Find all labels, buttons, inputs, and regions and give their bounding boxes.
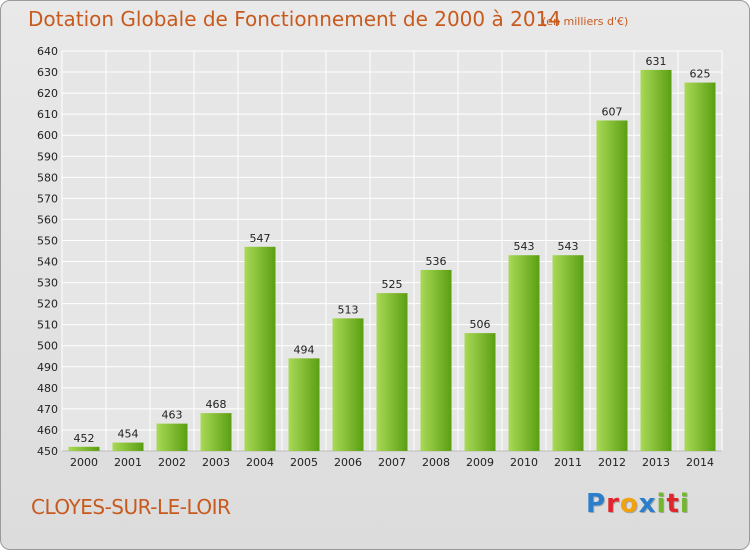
bar <box>112 442 144 451</box>
x-tick-label: 2005 <box>290 456 318 469</box>
y-tick-label: 540 <box>37 256 58 269</box>
y-tick-label: 620 <box>37 87 58 100</box>
logo-letter: t <box>666 489 680 519</box>
y-tick-label: 460 <box>37 424 58 437</box>
data-label: 463 <box>162 409 183 422</box>
x-tick-label: 2000 <box>70 456 98 469</box>
y-tick-label: 640 <box>37 45 58 58</box>
data-label: 543 <box>558 240 579 253</box>
y-tick-label: 570 <box>37 192 58 205</box>
y-tick-label: 520 <box>37 298 58 311</box>
y-tick-label: 600 <box>37 129 58 142</box>
x-tick-label: 2006 <box>334 456 362 469</box>
bars <box>68 69 716 452</box>
x-tick-label: 2004 <box>246 456 274 469</box>
x-tick-label: 2003 <box>202 456 230 469</box>
bar <box>244 246 276 451</box>
logo-letter: o <box>619 489 639 519</box>
x-tick-label: 2014 <box>686 456 714 469</box>
y-tick-label: 530 <box>37 277 58 290</box>
data-label: 625 <box>690 68 711 81</box>
data-label: 525 <box>382 278 403 291</box>
chart-subtitle: (en milliers d'€) <box>542 15 629 28</box>
bar <box>332 318 364 451</box>
bar <box>508 255 540 451</box>
logo-letter: i <box>656 489 667 519</box>
bar <box>376 293 408 451</box>
data-label: 468 <box>206 398 227 411</box>
bar <box>200 413 232 451</box>
data-label: 506 <box>470 318 491 331</box>
bar <box>156 423 188 451</box>
y-tick-label: 610 <box>37 108 58 121</box>
chart-title: Dotation Globale de Fonctionnement de 20… <box>28 7 561 31</box>
bar <box>288 358 320 451</box>
x-tick-label: 2013 <box>642 456 670 469</box>
x-tick-label: 2012 <box>598 456 626 469</box>
y-tick-label: 630 <box>37 66 58 79</box>
y-tick-label: 550 <box>37 234 58 247</box>
bar <box>68 446 100 451</box>
data-labels: 452 454 463 468 547 494 513 525 536 506 543 543 607 6… <box>74 55 711 445</box>
logo-letter: x <box>638 489 657 519</box>
x-tick-label: 2009 <box>466 456 494 469</box>
data-label: 543 <box>514 240 535 253</box>
y-tick-label: 470 <box>37 403 58 416</box>
y-tick-label: 510 <box>37 319 58 332</box>
data-label: 452 <box>74 432 95 445</box>
x-tick-label: 2011 <box>554 456 582 469</box>
y-tick-label: 590 <box>37 150 58 163</box>
data-label: 631 <box>646 55 667 68</box>
data-label: 607 <box>602 105 623 118</box>
y-tick-label: 480 <box>37 382 58 395</box>
bar <box>596 120 628 451</box>
data-label: 454 <box>118 428 139 441</box>
bar <box>552 255 584 451</box>
data-label: 494 <box>294 343 315 356</box>
data-label: 513 <box>338 303 359 316</box>
y-axis-ticks: 450 460 470 480 490 500 510 520 530 540 550 560 570 5… <box>37 45 58 458</box>
x-tick-label: 2002 <box>158 456 186 469</box>
y-tick-label: 580 <box>37 171 58 184</box>
data-label: 547 <box>250 232 271 245</box>
x-tick-label: 2010 <box>510 456 538 469</box>
logo-letter: r <box>606 489 620 519</box>
x-tick-label: 2008 <box>422 456 450 469</box>
x-tick-label: 2001 <box>114 456 142 469</box>
city-name: CLOYES-SUR-LE-LOIR <box>31 495 231 519</box>
data-label: 536 <box>426 255 447 268</box>
y-tick-label: 560 <box>37 213 58 226</box>
bar <box>640 69 672 452</box>
y-tick-label: 500 <box>37 340 58 353</box>
bar <box>684 82 716 451</box>
proxiti-logo: Proxiti <box>586 489 690 519</box>
bar <box>420 269 452 451</box>
x-tick-label: 2007 <box>378 456 406 469</box>
x-axis-ticks: 2000 2001 2002 2003 2004 2005 2006 2007 2008 2009… <box>70 456 714 469</box>
y-tick-label: 490 <box>37 361 58 374</box>
logo-letter: P <box>586 489 607 519</box>
y-tick-label: 450 <box>37 445 58 458</box>
bar <box>464 333 496 451</box>
logo-letter: i <box>679 489 690 519</box>
